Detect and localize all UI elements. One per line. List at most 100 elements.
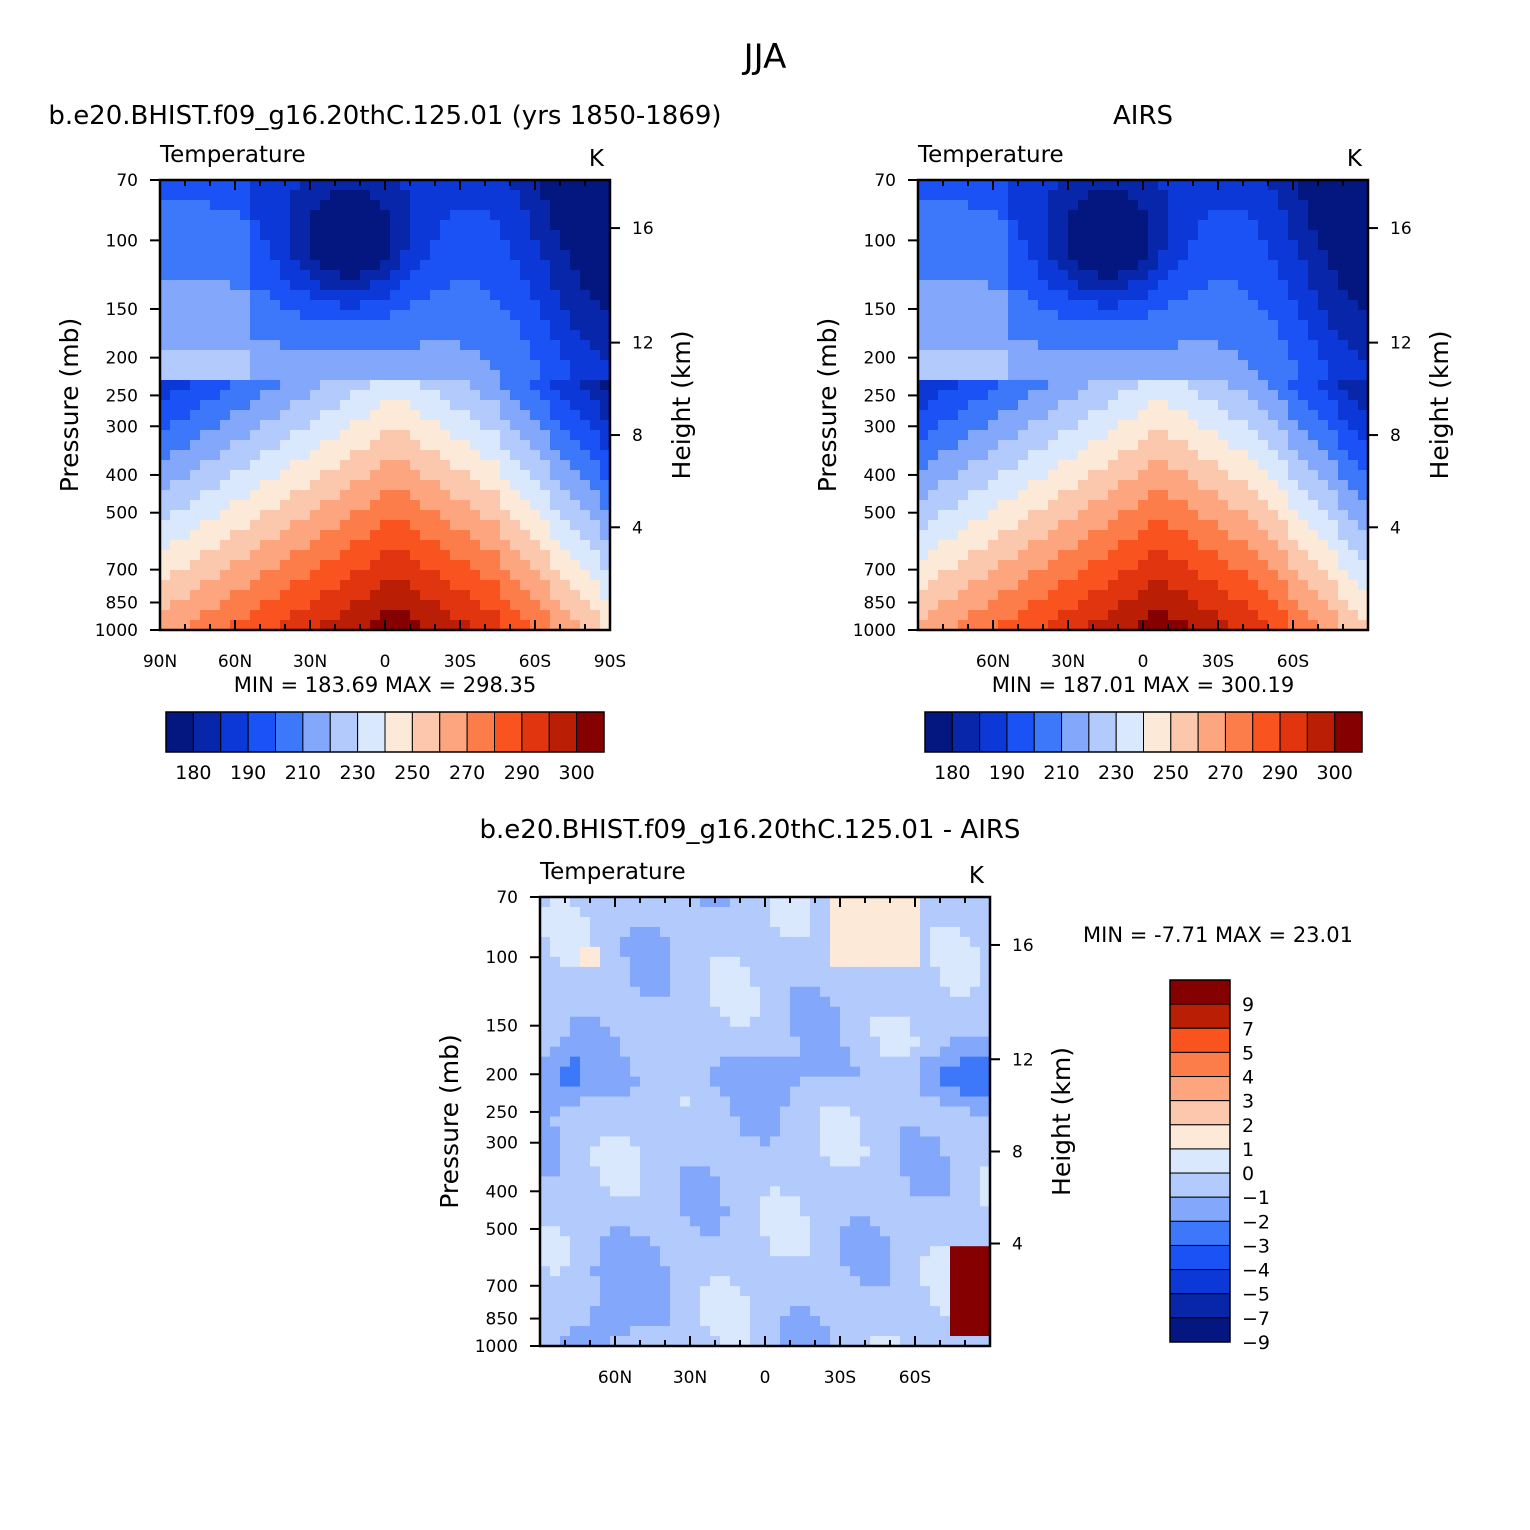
field-cell [1258, 390, 1269, 401]
field-cell [230, 330, 241, 341]
field-cell [510, 280, 521, 291]
field-cell [1318, 440, 1329, 451]
field-cell [1048, 340, 1059, 351]
field-cell [180, 290, 191, 301]
field-cell [460, 620, 471, 631]
field-cell [938, 350, 949, 361]
field-cell [1348, 500, 1359, 511]
field-cell [530, 190, 541, 201]
field-cell [190, 440, 201, 451]
field-cell [1048, 560, 1059, 571]
field-cell [1208, 550, 1219, 561]
field-cell [1328, 400, 1339, 411]
field-cell [370, 210, 381, 221]
field-cell [200, 250, 211, 261]
field-cell [250, 260, 261, 271]
field-cell [1358, 450, 1369, 461]
field-cell [1008, 590, 1019, 601]
field-cell [450, 320, 461, 331]
field-cell [590, 320, 601, 331]
field-cell [1348, 350, 1359, 361]
field-cell [420, 510, 431, 521]
field-cell [1228, 600, 1239, 611]
field-cell [200, 180, 211, 191]
field-cell [1308, 500, 1319, 511]
field-cell [450, 280, 461, 291]
field-cell [520, 500, 531, 511]
field-cell [1338, 360, 1349, 371]
field-cell [870, 976, 881, 988]
field-cell [410, 610, 421, 621]
field-cell [290, 320, 301, 331]
field-cell [958, 260, 969, 271]
field-cell [520, 230, 531, 241]
field-cell [550, 200, 561, 211]
field-cell [960, 1016, 971, 1028]
field-cell [580, 360, 591, 371]
field-cell [1118, 490, 1129, 501]
field-cell [1198, 410, 1209, 421]
y-tick-label: 850 [106, 593, 138, 613]
field-cell [880, 1046, 891, 1058]
field-cell [1018, 200, 1029, 211]
field-cell [710, 966, 721, 978]
field-cell [1218, 330, 1229, 341]
field-cell [968, 430, 979, 441]
field-cell [340, 350, 351, 361]
field-cell [1328, 470, 1339, 481]
field-cell [320, 570, 331, 581]
field-cell [988, 350, 999, 361]
field-cell [450, 310, 461, 321]
field-cell [1068, 510, 1079, 521]
field-cell [1358, 540, 1369, 551]
field-cell [1258, 320, 1269, 331]
field-cell [1188, 300, 1199, 311]
field-cell [360, 460, 371, 471]
field-cell [880, 946, 891, 958]
field-cell [1048, 590, 1059, 601]
field-cell [1048, 580, 1059, 591]
field-cell [918, 230, 929, 241]
field-cell [1108, 450, 1119, 461]
field-cell [250, 370, 261, 381]
field-cell [230, 250, 241, 261]
field-cell [790, 936, 801, 948]
field-cell [570, 986, 581, 998]
field-cell [1048, 330, 1059, 341]
field-cell [1278, 260, 1289, 271]
field-cell [1298, 410, 1309, 421]
field-cell [400, 210, 411, 221]
field-cell [1348, 230, 1359, 241]
field-cell [1358, 220, 1369, 231]
field-cell [1138, 220, 1149, 231]
field-cell [180, 360, 191, 371]
field-cell [988, 470, 999, 481]
field-cell [340, 260, 351, 271]
field-cell [1148, 270, 1159, 281]
field-cell [1088, 480, 1099, 491]
field-cell [570, 580, 581, 591]
field-cell [1078, 390, 1089, 401]
field-cell [978, 490, 989, 501]
field-cell [480, 310, 491, 321]
field-cell [600, 490, 611, 501]
field-cell [880, 1026, 891, 1038]
field-cell [1138, 400, 1149, 411]
field-cell [1288, 400, 1299, 411]
field-cell [410, 300, 421, 311]
field-cell [1328, 510, 1339, 521]
contour-field [160, 180, 611, 631]
field-cell [280, 370, 291, 381]
field-cell [1078, 270, 1089, 281]
field-cell [998, 290, 1009, 301]
field-cell [540, 1056, 551, 1068]
field-cell [200, 610, 211, 621]
field-cell [170, 530, 181, 541]
field-cell [1268, 530, 1279, 541]
field-cell [1268, 200, 1279, 211]
field-cell [1018, 330, 1029, 341]
field-cell [760, 946, 771, 958]
colorbar-label: 290 [504, 762, 540, 784]
field-cell [1198, 530, 1209, 541]
field-cell [340, 180, 351, 191]
